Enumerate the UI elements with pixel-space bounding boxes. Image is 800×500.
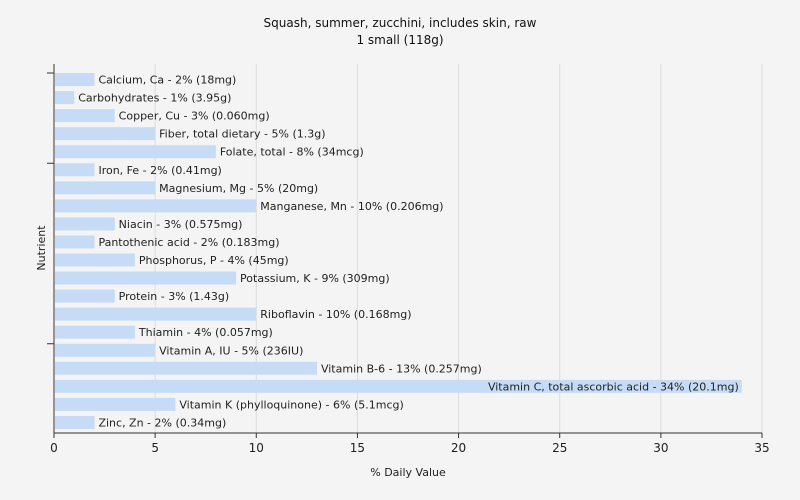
bars: Calcium, Ca - 2% (18mg) Carbohydrates - 1…: [55, 73, 742, 429]
bar-label: Vitamin C, total ascorbic acid - 34% (20…: [488, 380, 739, 393]
bar-label: Pantothenic acid - 2% (0.183mg): [98, 236, 279, 249]
x-tick-label: 35: [754, 441, 769, 455]
bar-label: Vitamin A, IU - 5% (236IU): [159, 344, 303, 357]
bar-label: Calcium, Ca - 2% (18mg): [98, 74, 236, 87]
chart-subtitle: 1 small (118g): [356, 33, 444, 47]
bar-label: Niacin - 3% (0.575mg): [119, 218, 243, 231]
x-ticks: 0 5 10 15 20 25 30 35: [47, 72, 770, 455]
bar-label: Vitamin B-6 - 13% (0.257mg): [321, 362, 482, 375]
axes: [53, 64, 762, 434]
bar-label: Thiamin - 4% (0.057mg): [138, 326, 273, 339]
x-tick-label: 10: [249, 441, 264, 455]
bar: [55, 307, 257, 321]
bar: [55, 163, 95, 177]
x-axis-label: % Daily Value: [370, 466, 446, 479]
bar-label: Vitamin K (phylloquinone) - 6% (5.1mcg): [179, 398, 403, 411]
bar: [55, 181, 156, 195]
bar: [55, 289, 115, 303]
bar: [55, 235, 95, 249]
bar: [55, 379, 742, 393]
bar: [55, 325, 135, 339]
bar: [55, 271, 237, 285]
bar: [55, 253, 135, 267]
bar-label: Carbohydrates - 1% (3.95g): [78, 92, 231, 105]
x-tick-label: 5: [151, 441, 159, 455]
bar: [55, 73, 95, 86]
bar-label: Riboflavin - 10% (0.168mg): [260, 308, 411, 321]
bar-label: Magnesium, Mg - 5% (20mg): [159, 182, 318, 195]
bar-label: Folate, total - 8% (34mcg): [220, 146, 364, 159]
bar: [55, 199, 257, 213]
bar: [55, 217, 115, 231]
bar: [55, 397, 176, 411]
bar: [55, 91, 75, 105]
bar-label: Iron, Fe - 2% (0.41mg): [98, 164, 221, 177]
bar-label: Manganese, Mn - 10% (0.206mg): [260, 200, 443, 213]
x-tick-label: 20: [451, 441, 466, 455]
bar-label: Fiber, total dietary - 5% (1.3g): [159, 128, 325, 141]
x-tick-label: 30: [653, 441, 668, 455]
bar: [55, 145, 216, 159]
x-tick-label: 15: [350, 441, 365, 455]
bar: [55, 343, 156, 357]
x-tick-label: 25: [552, 441, 567, 455]
bar: [55, 127, 156, 141]
bar-label: Protein - 3% (1.43g): [119, 290, 230, 303]
bar-label: Phosphorus, P - 4% (45mg): [139, 254, 289, 267]
bar-label: Zinc, Zn - 2% (0.34mg): [98, 416, 226, 429]
bar: [55, 415, 95, 429]
chart-title: Squash, summer, zucchini, includes skin,…: [263, 16, 537, 30]
bar: [55, 109, 115, 123]
bar-label: Copper, Cu - 3% (0.060mg): [119, 110, 270, 123]
x-tick-label: 0: [50, 441, 58, 455]
bar: [55, 361, 317, 375]
bar-label: Potassium, K - 9% (309mg): [240, 272, 390, 285]
y-axis-label: Nutrient: [35, 225, 48, 271]
